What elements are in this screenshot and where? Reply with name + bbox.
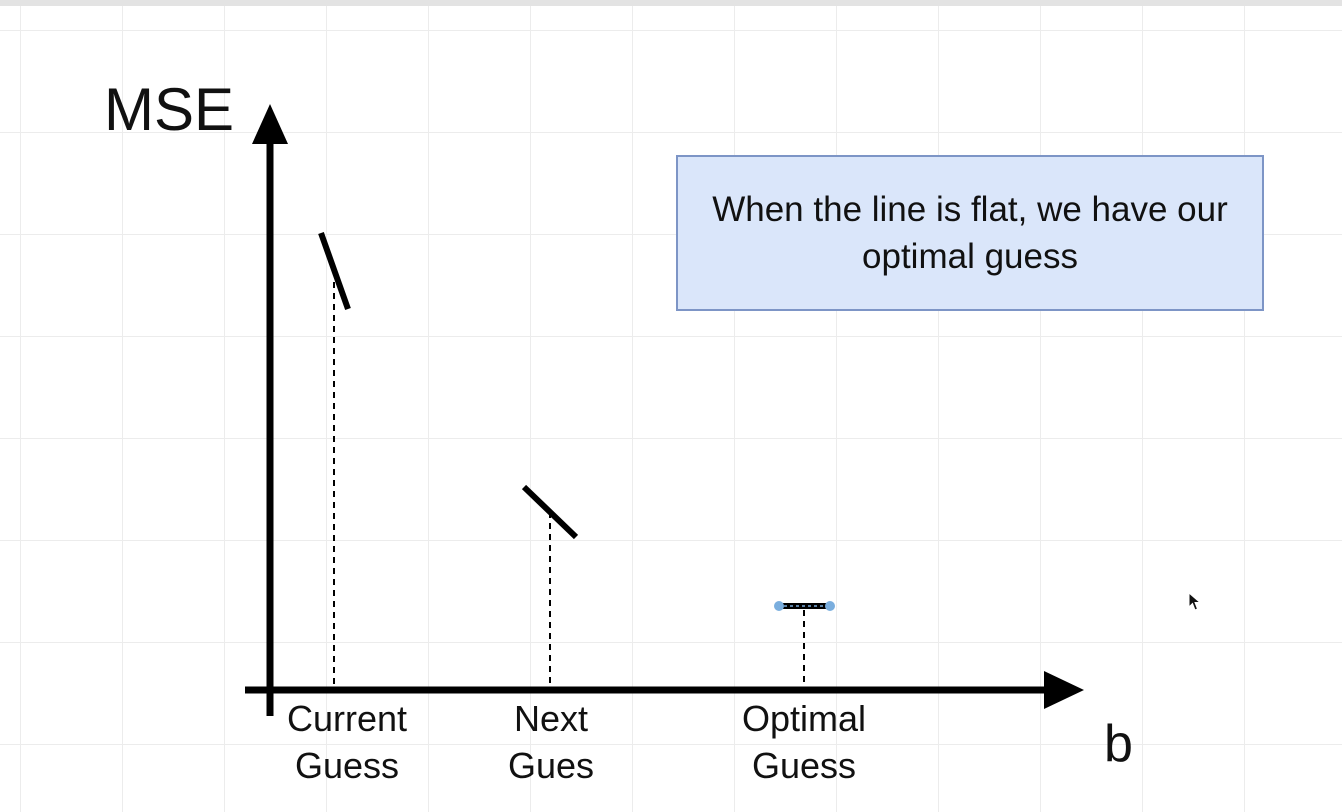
optimal-guess-label-line1: Optimal xyxy=(741,698,867,739)
current-guess-label-line1: Current xyxy=(286,698,408,739)
next-guess-label: Next Gues xyxy=(451,695,651,789)
next-guess-label-line2: Gues xyxy=(507,745,595,786)
mouse-pointer-icon xyxy=(1188,592,1202,611)
optimal-guess-label-line2: Guess xyxy=(751,745,857,786)
optimal-guess-label: Optimal Guess xyxy=(704,695,904,789)
window-top-bar xyxy=(0,0,1342,6)
note-text: When the line is flat, we have our optim… xyxy=(712,190,1228,276)
x-axis-arrowhead xyxy=(1044,671,1084,709)
note-box[interactable]: When the line is flat, we have our optim… xyxy=(676,155,1264,311)
next-guess-label-line1: Next xyxy=(513,698,589,739)
current-guess-label-line2: Guess xyxy=(294,745,400,786)
y-axis-label: MSE xyxy=(104,76,235,143)
current-guess-tangent xyxy=(318,231,351,311)
selection-handle-left[interactable] xyxy=(774,601,784,611)
x-axis-label: b xyxy=(1104,715,1133,773)
selection-handle-right[interactable] xyxy=(825,601,835,611)
y-axis-arrowhead xyxy=(252,104,288,144)
current-guess-label: Current Guess xyxy=(247,695,447,789)
